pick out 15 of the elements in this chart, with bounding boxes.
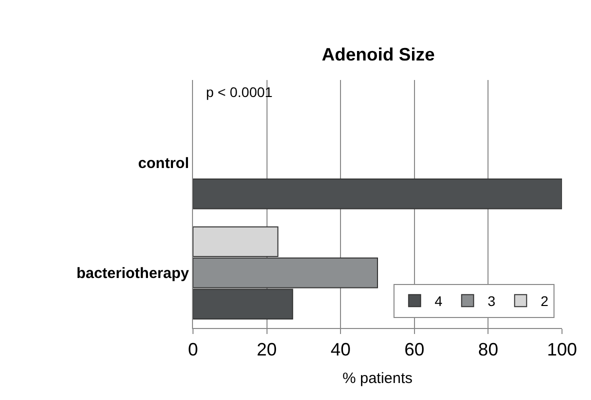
- x-tick-label: 20: [256, 340, 277, 360]
- legend-label: 2: [540, 293, 549, 310]
- legend-label: 4: [434, 293, 443, 310]
- x-tick-label: 80: [478, 340, 498, 360]
- y-tick-label: bacteriotherapy: [76, 265, 190, 282]
- legend-label: 3: [488, 293, 496, 310]
- x-tick-label: 100: [546, 340, 578, 360]
- x-axis-title: % patients: [342, 370, 413, 387]
- x-tick-label: 0: [188, 340, 198, 360]
- chart-title: Adenoid Size: [322, 44, 435, 65]
- annotation: p < 0.0001: [206, 84, 273, 100]
- x-tick-label: 60: [404, 340, 424, 360]
- y-tick-label: control: [138, 154, 189, 172]
- bar: [193, 178, 562, 210]
- x-tick-label: 40: [330, 340, 351, 360]
